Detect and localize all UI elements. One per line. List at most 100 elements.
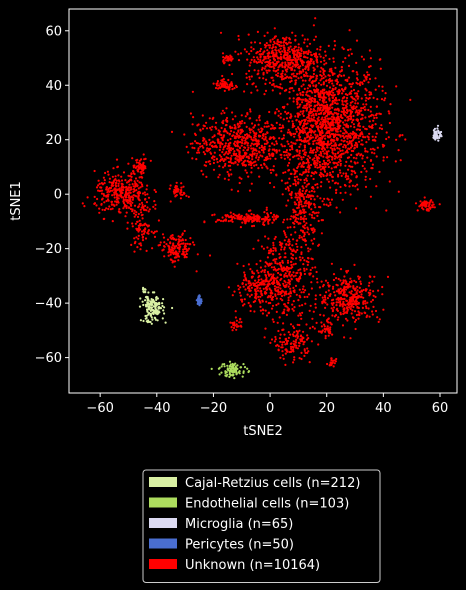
scatter-point: [272, 51, 275, 55]
scatter-point: [301, 238, 304, 241]
scatter-point: [304, 204, 307, 207]
scatter-point: [336, 125, 339, 128]
scatter-point: [281, 37, 285, 40]
scatter-point: [241, 221, 244, 224]
scatter-point: [286, 75, 289, 78]
scatter-point: [144, 228, 147, 231]
scatter-point: [419, 200, 422, 203]
scatter-point: [293, 356, 296, 359]
scatter-point: [331, 106, 334, 109]
scatter-point: [267, 311, 271, 314]
scatter-point: [265, 218, 268, 221]
scatter-point: [369, 195, 372, 198]
scatter-point: [322, 145, 325, 148]
scatter-point: [344, 164, 347, 167]
scatter-point: [166, 238, 170, 241]
scatter-point: [300, 357, 303, 361]
scatter-point: [367, 138, 370, 141]
scatter-point: [183, 255, 187, 258]
scatter-point: [249, 153, 253, 157]
scatter-point: [364, 178, 367, 181]
scatter-point: [279, 356, 282, 359]
scatter-point: [262, 287, 265, 290]
scatter-point: [309, 51, 312, 54]
scatter-point: [288, 272, 291, 275]
scatter-point: [309, 197, 313, 201]
scatter-point: [336, 128, 339, 131]
scatter-point: [306, 38, 309, 41]
scatter-point: [304, 131, 307, 134]
scatter-point: [375, 132, 378, 135]
scatter-point: [289, 41, 292, 44]
scatter-point: [176, 246, 179, 249]
scatter-point: [353, 320, 357, 323]
scatter-point: [96, 197, 99, 201]
scatter-point: [335, 191, 338, 194]
scatter-point: [129, 186, 133, 189]
scatter-point: [319, 133, 322, 136]
scatter-point: [335, 189, 338, 192]
scatter-point: [342, 74, 346, 77]
scatter-point: [342, 109, 346, 112]
scatter-point: [226, 214, 229, 217]
scatter-point: [268, 181, 272, 185]
scatter-point: [357, 302, 360, 305]
scatter-point: [259, 154, 262, 157]
scatter-point: [228, 146, 231, 149]
scatter-point: [318, 147, 321, 150]
scatter-point: [280, 143, 283, 146]
scatter-point: [130, 243, 133, 246]
scatter-point: [284, 343, 287, 346]
scatter-point: [318, 153, 321, 156]
scatter-point: [351, 83, 354, 86]
scatter-point: [302, 196, 305, 199]
scatter-point: [286, 49, 290, 52]
scatter-point: [234, 127, 237, 130]
scatter-point: [329, 171, 332, 174]
scatter-point: [361, 82, 364, 85]
scatter-point: [115, 158, 119, 161]
scatter-point: [302, 165, 305, 168]
scatter-point: [319, 92, 322, 95]
scatter-point: [301, 256, 304, 259]
scatter-point: [227, 142, 230, 145]
scatter-point: [433, 206, 436, 209]
scatter-point: [429, 199, 432, 202]
scatter-point: [349, 112, 352, 115]
scatter-point: [111, 183, 114, 186]
scatter-point: [287, 238, 290, 241]
scatter-point: [145, 188, 148, 191]
scatter-point: [254, 135, 257, 138]
scatter-point: [346, 156, 349, 159]
scatter-point: [353, 263, 356, 266]
scatter-point: [298, 188, 302, 191]
scatter-point: [354, 107, 357, 110]
scatter-point: [280, 244, 283, 247]
scatter-point: [237, 130, 240, 133]
scatter-point: [301, 34, 304, 37]
scatter-point: [247, 286, 250, 289]
scatter-point: [258, 298, 261, 301]
scatter-point: [344, 191, 347, 194]
scatter-point: [373, 148, 376, 151]
scatter-point: [376, 146, 379, 149]
scatter-point: [278, 316, 281, 319]
scatter-point: [233, 87, 236, 90]
scatter-point: [332, 285, 335, 288]
scatter-point: [292, 211, 295, 214]
scatter-point: [104, 171, 107, 175]
scatter-point: [253, 59, 256, 62]
scatter-point: [211, 117, 214, 120]
scatter-point: [317, 82, 320, 85]
scatter-point: [146, 184, 149, 187]
scatter-point: [303, 162, 306, 165]
scatter-point: [284, 272, 287, 275]
scatter-point: [112, 167, 115, 170]
scatter-point: [320, 321, 323, 324]
scatter-point: [259, 282, 262, 285]
scatter-point: [368, 132, 371, 135]
scatter-point: [348, 306, 351, 309]
scatter-point: [261, 312, 264, 315]
scatter-point: [297, 43, 300, 46]
scatter-point: [324, 298, 327, 301]
